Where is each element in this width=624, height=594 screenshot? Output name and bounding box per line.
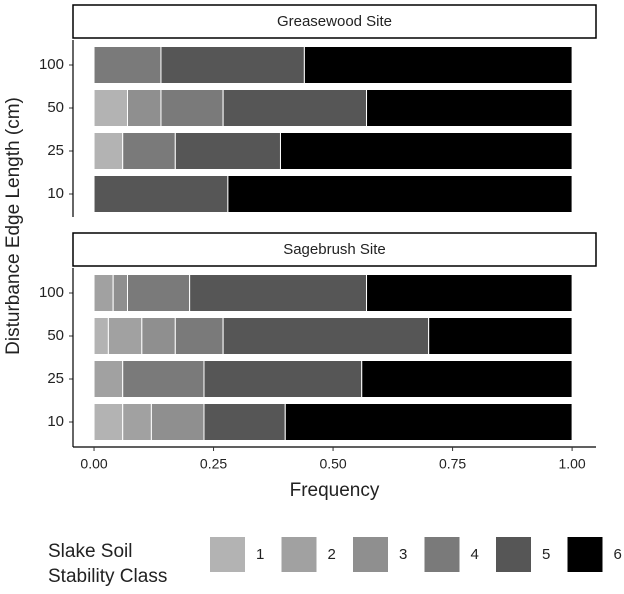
- legend-key: [424, 537, 460, 572]
- legend-key: [496, 537, 531, 572]
- x-tick-label: 0.50: [319, 456, 346, 472]
- bar-segment: [112, 274, 128, 312]
- legend-label: 4: [471, 546, 479, 563]
- bar-segment: [279, 132, 573, 170]
- legend-key: [281, 537, 317, 572]
- y-tick-label: 25: [47, 142, 64, 159]
- y-tick-label: 25: [47, 370, 64, 387]
- legend-label: 5: [542, 546, 550, 563]
- bar-segment: [366, 89, 573, 127]
- bar-segment: [227, 175, 573, 213]
- y-tick-label: 10: [47, 185, 64, 202]
- bar-segment: [93, 274, 114, 312]
- bar-segment: [361, 360, 573, 398]
- bar-segment: [126, 274, 191, 312]
- bar-segment: [122, 360, 205, 398]
- facet-strip: [72, 4, 597, 39]
- bar-segment: [141, 317, 176, 355]
- legend-label: 1: [256, 546, 264, 563]
- x-tick-label: 0.75: [439, 456, 466, 472]
- legend-label: 3: [399, 546, 407, 563]
- bar-segment: [93, 317, 109, 355]
- x-tick-label: 0.25: [200, 456, 227, 472]
- y-axis-label: Disturbance Edge Length (cm): [3, 97, 24, 355]
- y-tick-label: 100: [39, 56, 64, 73]
- bar-segment: [93, 46, 162, 84]
- legend-title: Stability Class: [48, 566, 167, 587]
- bar-segment: [303, 46, 573, 84]
- bar-segment: [203, 360, 363, 398]
- bar-segment: [122, 132, 176, 170]
- facet-strip: [72, 232, 597, 267]
- legend-key: [353, 537, 388, 572]
- y-tick-label: 100: [39, 284, 64, 301]
- legend-key: [210, 537, 245, 572]
- legend-label: 2: [328, 546, 336, 563]
- bar-segment: [150, 403, 205, 441]
- bar-segment: [428, 317, 573, 355]
- y-tick-label: 50: [47, 327, 64, 344]
- bar-segment: [174, 317, 224, 355]
- bar-segment: [122, 403, 152, 441]
- bar-segment: [93, 89, 128, 127]
- bar-segment: [160, 46, 305, 84]
- bar-segment: [189, 274, 368, 312]
- bar-segment: [93, 175, 229, 213]
- bar-segment: [174, 132, 281, 170]
- bar-segment: [366, 274, 573, 312]
- bar-segment: [160, 89, 224, 127]
- x-tick-label: 0.00: [80, 456, 107, 472]
- bar-segment: [222, 89, 368, 127]
- bar-segment: [93, 132, 124, 170]
- legend-key: [567, 537, 603, 572]
- facet-title: Greasewood Site: [277, 13, 392, 30]
- y-tick-label: 50: [47, 99, 64, 116]
- bar-segment: [126, 89, 162, 127]
- x-axis-label: Frequency: [290, 480, 380, 501]
- legend-label: 6: [614, 546, 622, 563]
- bar-segment: [93, 403, 124, 441]
- y-tick-label: 10: [47, 413, 64, 430]
- bar-segment: [203, 403, 286, 441]
- legend-title: Slake Soil: [48, 541, 133, 562]
- facet-title: Sagebrush Site: [283, 241, 386, 258]
- bar-segment: [107, 317, 143, 355]
- x-tick-label: 1.00: [558, 456, 585, 472]
- bar-segment: [284, 403, 573, 441]
- bar-segment: [93, 360, 124, 398]
- bar-segment: [222, 317, 430, 355]
